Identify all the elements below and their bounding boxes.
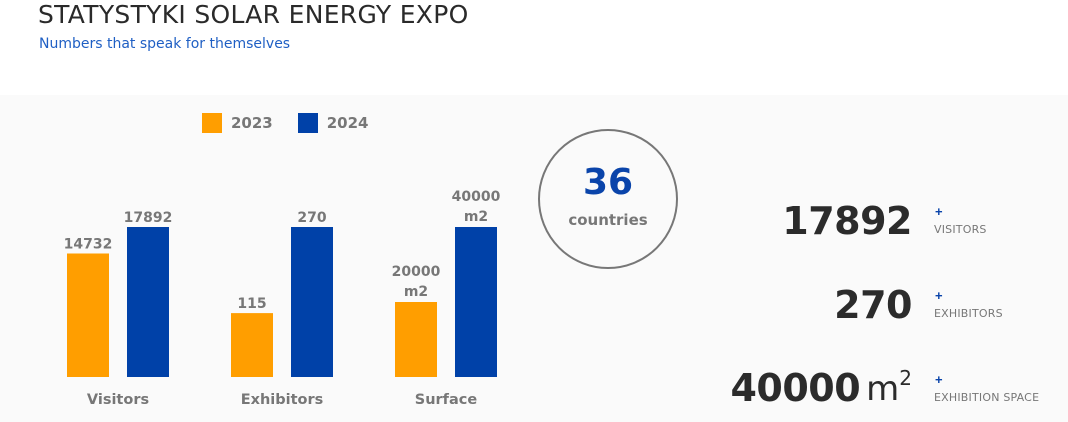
- legend-item-2024: 2024: [297, 113, 369, 133]
- plus-icon: +: [935, 204, 943, 219]
- page-title: STATYSTYKI SOLAR ENERGY EXPO: [38, 0, 469, 29]
- legend-swatch-2023: [202, 113, 222, 133]
- bar-value-label: 20000: [392, 264, 441, 280]
- bar-value-label: 270: [297, 210, 326, 226]
- stat-visitors-side: + VISITORS: [934, 204, 987, 236]
- stat-exhibitors-side: + EXHIBITORS: [934, 288, 1003, 320]
- stat-exhibition-space-value: 40000: [730, 366, 861, 410]
- bar-visitors-2024: [127, 227, 169, 377]
- chart-legend: 2023 2024: [202, 113, 394, 133]
- stat-visitors: 17892: [782, 199, 912, 243]
- stat-exhibitors: 270: [834, 283, 912, 327]
- bar-exhibitors-2023: [231, 313, 273, 377]
- bar-unit-label: m2: [464, 209, 488, 225]
- unit-superscript: 2: [899, 366, 912, 390]
- stat-exhibition-space-side: + EXHIBITION SPACE: [934, 372, 1040, 404]
- category-label-exhibitors: Exhibitors: [241, 392, 324, 408]
- stat-exhibition-space: 40000 m2: [730, 366, 912, 410]
- stat-visitors-value: 17892: [782, 199, 912, 243]
- legend-label-2023: 2023: [231, 114, 273, 132]
- bar-value-label: 17892: [124, 210, 173, 226]
- stat-exhibitors-value: 270: [834, 283, 912, 327]
- bar-value-label: 14732: [64, 236, 113, 252]
- stats-panel: [0, 95, 1068, 422]
- bar-value-label: 40000: [452, 189, 501, 205]
- category-label-visitors: Visitors: [87, 392, 149, 408]
- stat-exhibition-space-caption: EXHIBITION SPACE: [934, 391, 1040, 404]
- bar-chart: 14732 17892 Visitors 115 270 Exhibitors 20000 m…: [64, 189, 501, 408]
- legend-swatch-2024: [297, 113, 318, 133]
- legend-label-2024: 2024: [326, 114, 369, 132]
- bar-value-label: 115: [237, 296, 266, 312]
- plus-icon: +: [935, 288, 943, 303]
- stat-visitors-caption: VISITORS: [934, 223, 987, 236]
- stat-exhibition-space-unit: m2: [866, 366, 912, 409]
- bar-surface-2024: [455, 227, 497, 377]
- bar-surface-2023: [395, 302, 437, 377]
- unit-base: m: [866, 369, 900, 409]
- stat-exhibitors-caption: EXHIBITORS: [934, 307, 1003, 320]
- bar-exhibitors-2024: [291, 227, 333, 377]
- bar-visitors-2023: [67, 253, 109, 377]
- legend-item-2023: 2023: [202, 113, 273, 133]
- page-subtitle: Numbers that speak for themselves: [39, 36, 291, 52]
- bar-unit-label: m2: [404, 284, 428, 300]
- category-label-surface: Surface: [415, 392, 478, 408]
- countries-value: 36: [582, 162, 634, 203]
- plus-icon: +: [935, 372, 943, 387]
- countries-badge: 36 countries: [538, 129, 678, 269]
- countries-label: countries: [568, 211, 648, 229]
